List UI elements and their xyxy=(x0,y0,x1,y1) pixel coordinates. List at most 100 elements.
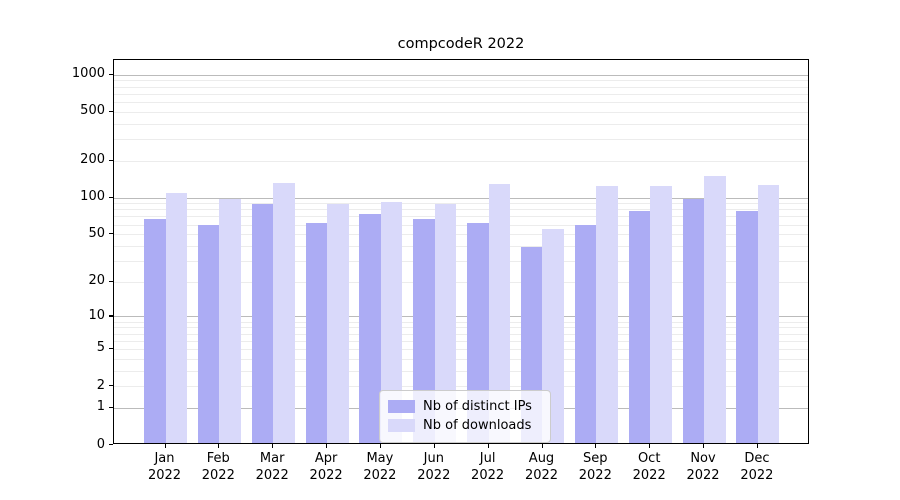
x-tick-mar xyxy=(272,444,274,448)
bar-ips-feb xyxy=(197,225,220,443)
y-tick-label-500: 500 xyxy=(80,103,105,119)
x-label-month-jul: Jul xyxy=(479,451,496,466)
bar-downloads-oct xyxy=(650,185,672,443)
gridline-minor-200 xyxy=(114,160,808,162)
x-label-year-feb: 2022 xyxy=(201,467,235,483)
y-tick-5 xyxy=(109,347,113,350)
bar-ips-oct xyxy=(628,210,651,443)
bar-downloads-jan xyxy=(165,192,187,443)
x-tick-feb xyxy=(218,444,220,448)
gridline-minor-2 xyxy=(114,386,808,388)
legend-swatch-downloads xyxy=(388,419,415,432)
x-tick-label-jul: Jul 2022 xyxy=(456,451,520,484)
x-tick-aug xyxy=(541,444,543,448)
y-tick-0 xyxy=(109,444,113,446)
x-tick-label-aug: Aug 2022 xyxy=(510,451,574,484)
bar-ips-jul xyxy=(467,222,489,443)
x-tick-label-nov: Nov 2022 xyxy=(671,451,735,484)
gridline-minor-20 xyxy=(114,281,808,283)
bar-downloads-nov xyxy=(704,175,726,443)
x-label-year-jan: 2022 xyxy=(147,467,182,483)
x-label-month-nov: Nov xyxy=(690,451,716,466)
y-tick-label-20: 20 xyxy=(88,273,105,289)
y-tick-label-5: 5 xyxy=(96,340,105,356)
gridline-minor-8 xyxy=(114,327,808,329)
bar-downloads-sep xyxy=(596,186,618,443)
y-tick-label-10: 10 xyxy=(88,307,105,323)
y-tick-label-50: 50 xyxy=(88,225,105,241)
y-tick-500 xyxy=(109,110,113,112)
x-tick-label-mar: Mar 2022 xyxy=(240,451,304,484)
gridline-minor-30 xyxy=(114,260,808,262)
gridline-major-100 xyxy=(114,197,808,199)
y-tick-label-0: 0 xyxy=(96,436,105,452)
gridline-minor-60 xyxy=(114,224,808,226)
x-label-month-oct: Oct xyxy=(637,451,661,466)
x-tick-label-sep: Sep 2022 xyxy=(563,451,627,484)
y-tick-1 xyxy=(109,406,113,408)
x-label-month-apr: Apr xyxy=(314,451,338,466)
legend-label-ips: Nb of distinct IPs xyxy=(423,399,532,414)
x-tick-sep xyxy=(595,444,597,448)
bar-ips-mar xyxy=(251,204,274,443)
legend-swatch-ips xyxy=(388,400,415,413)
y-tick-label-1000: 1000 xyxy=(71,66,105,81)
legend-item-ips: Nb of distinct IPs xyxy=(388,397,542,416)
x-label-year-nov: 2022 xyxy=(686,467,720,483)
x-label-year-oct: 2022 xyxy=(632,467,666,483)
gridline-minor-9 xyxy=(114,321,808,323)
gridline-minor-600 xyxy=(114,101,808,103)
legend-label-downloads: Nb of downloads xyxy=(423,418,532,433)
gridline-minor-700 xyxy=(114,93,808,95)
chart-title: compcodeR 2022 xyxy=(397,36,525,52)
x-label-month-mar: Mar xyxy=(259,451,285,466)
y-tick-label-200: 200 xyxy=(80,152,105,168)
x-tick-label-dec: Dec 2022 xyxy=(725,451,789,484)
bar-downloads-may xyxy=(380,201,403,443)
x-label-year-dec: 2022 xyxy=(740,467,774,483)
x-tick-apr xyxy=(326,444,328,448)
gridline-minor-400 xyxy=(114,123,808,125)
gridline-minor-80 xyxy=(114,209,808,211)
y-tick-1000 xyxy=(109,73,113,75)
bar-downloads-apr xyxy=(327,203,349,443)
x-tick-oct xyxy=(649,444,651,448)
gridline-major-1000 xyxy=(114,74,808,76)
gridline-minor-5 xyxy=(114,348,808,350)
x-tick-may xyxy=(379,444,382,448)
x-tick-jan xyxy=(164,444,166,448)
x-label-month-sep: Sep xyxy=(583,451,608,466)
x-label-month-aug: Aug xyxy=(528,451,555,466)
bar-downloads-feb xyxy=(219,199,241,443)
gridline-minor-4 xyxy=(114,358,808,360)
y-tick-label-100: 100 xyxy=(80,189,105,204)
x-label-year-mar: 2022 xyxy=(255,467,289,483)
gridline-minor-90 xyxy=(114,203,808,205)
gridline-minor-7 xyxy=(114,333,808,335)
gridline-minor-500 xyxy=(114,111,808,113)
x-label-year-apr: 2022 xyxy=(309,467,343,483)
y-tick-20 xyxy=(109,280,113,282)
y-tick-2 xyxy=(109,385,113,387)
x-label-year-may: 2022 xyxy=(363,467,397,483)
x-tick-nov xyxy=(703,444,705,448)
bar-ips-jun xyxy=(413,219,435,443)
x-tick-jun xyxy=(433,444,435,448)
bar-ips-dec xyxy=(736,210,758,443)
x-tick-label-may: May 2022 xyxy=(348,451,412,484)
x-tick-jul xyxy=(487,444,489,448)
gridline-minor-800 xyxy=(114,86,808,88)
gridline-minor-50 xyxy=(114,234,808,236)
plot-area: Nb of distinct IPs Nb of downloads xyxy=(113,59,809,444)
x-label-year-sep: 2022 xyxy=(578,467,612,483)
gridline-major-10 xyxy=(114,316,808,318)
bar-ips-may xyxy=(359,214,381,443)
bar-ips-sep xyxy=(574,225,597,443)
bar-downloads-jun xyxy=(434,203,457,443)
x-label-month-feb: Feb xyxy=(206,451,230,466)
gridline-minor-6 xyxy=(114,340,808,342)
gridline-minor-70 xyxy=(114,216,808,218)
x-label-month-jan: Jan xyxy=(154,451,175,466)
x-tick-label-jun: Jun 2022 xyxy=(402,451,466,484)
